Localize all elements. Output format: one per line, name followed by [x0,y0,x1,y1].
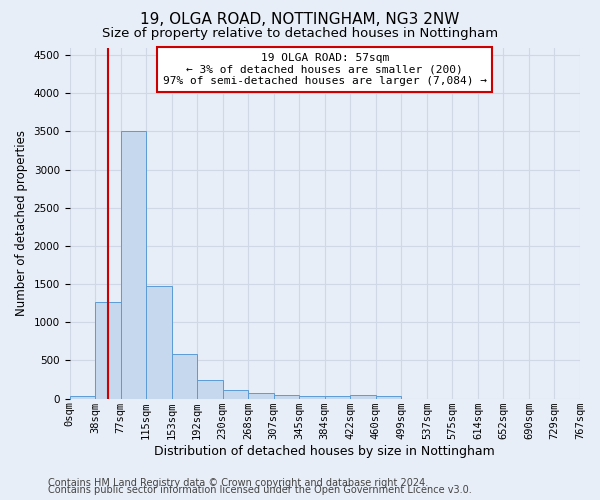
Y-axis label: Number of detached properties: Number of detached properties [15,130,28,316]
Bar [70,396,95,398]
Bar [350,395,376,398]
Text: 19 OLGA ROAD: 57sqm
← 3% of detached houses are smaller (200)
97% of semi-detach: 19 OLGA ROAD: 57sqm ← 3% of detached hou… [163,53,487,86]
Bar [274,395,299,398]
Bar [248,392,274,398]
Bar [146,286,172,399]
Text: Contains public sector information licensed under the Open Government Licence v3: Contains public sector information licen… [48,485,472,495]
Bar [172,354,197,399]
Bar [325,396,350,398]
Bar [95,302,121,398]
Bar [121,132,146,398]
Bar [299,396,325,398]
Bar [223,390,248,398]
X-axis label: Distribution of detached houses by size in Nottingham: Distribution of detached houses by size … [154,444,495,458]
Bar [376,396,401,398]
Bar [197,380,223,398]
Text: Size of property relative to detached houses in Nottingham: Size of property relative to detached ho… [102,28,498,40]
Text: Contains HM Land Registry data © Crown copyright and database right 2024.: Contains HM Land Registry data © Crown c… [48,478,428,488]
Text: 19, OLGA ROAD, NOTTINGHAM, NG3 2NW: 19, OLGA ROAD, NOTTINGHAM, NG3 2NW [140,12,460,28]
